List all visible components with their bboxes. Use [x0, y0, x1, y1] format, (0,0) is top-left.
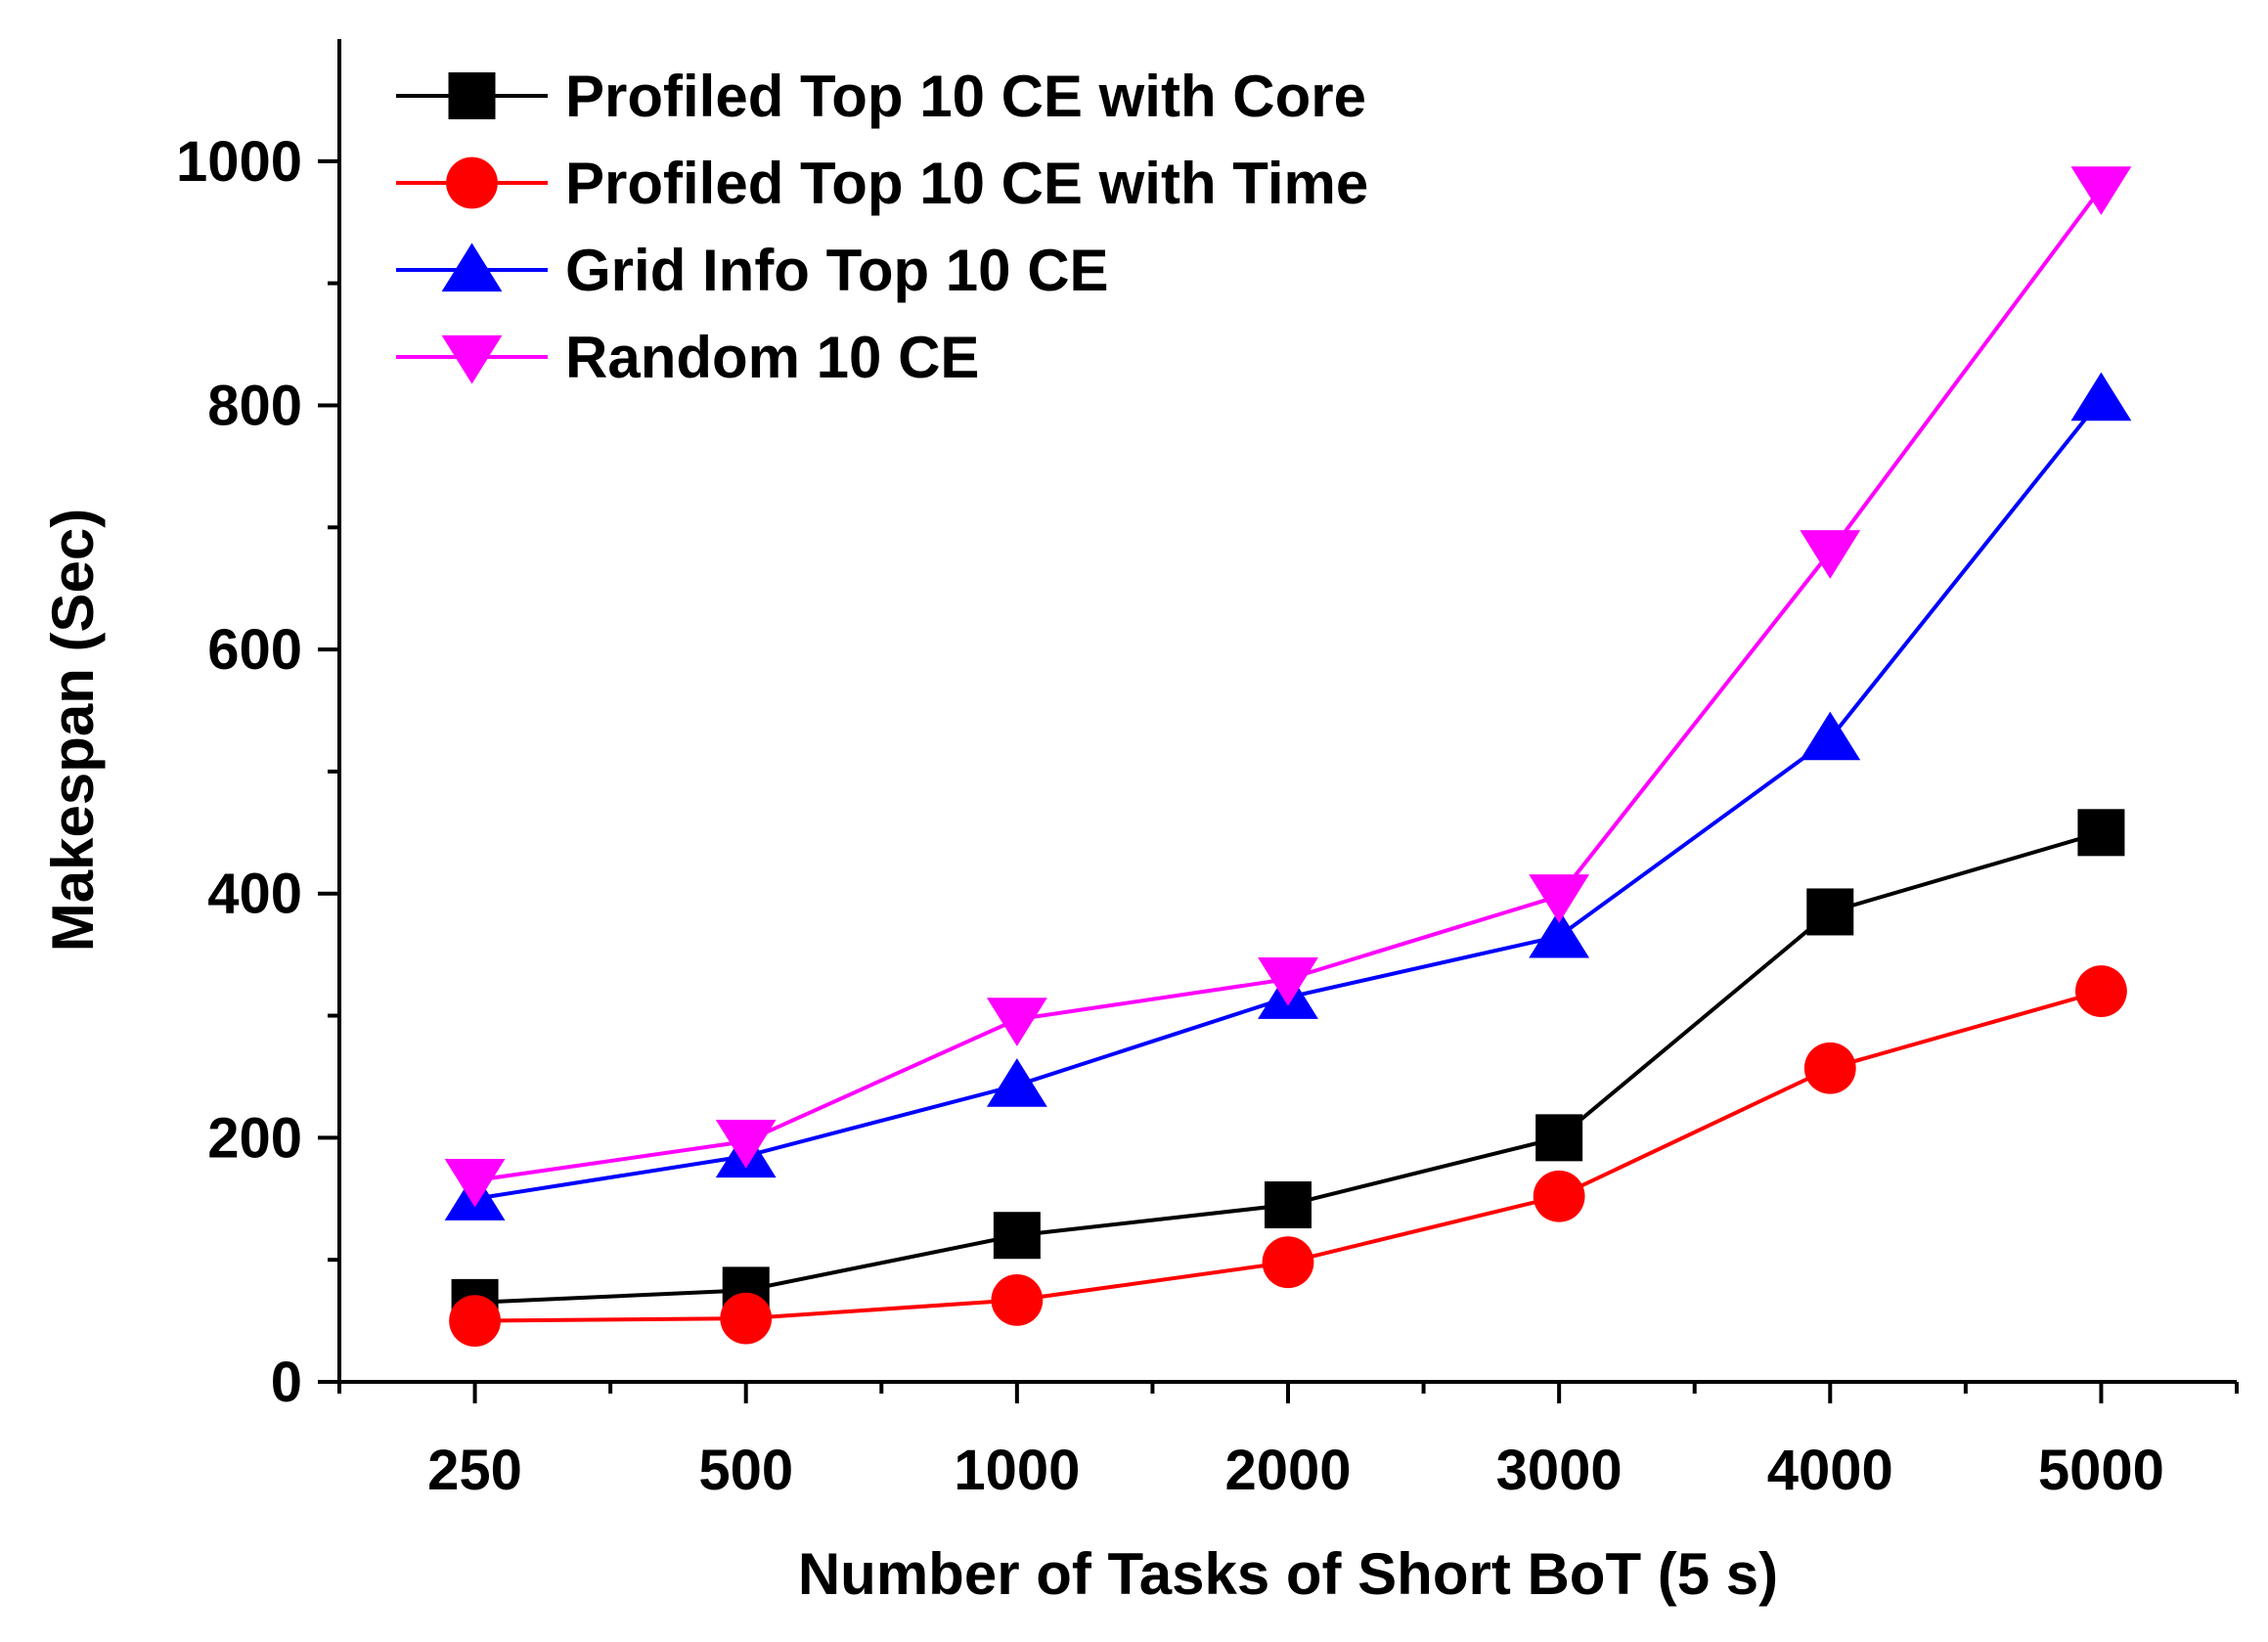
data-point-triangle-down	[1800, 530, 1861, 579]
legend-label: Profiled Top 10 CE with Time	[565, 151, 1368, 216]
series-line	[474, 830, 2102, 1305]
x-tick-label: 2000	[1224, 1439, 1351, 1502]
data-point-triangle-up	[986, 1058, 1047, 1107]
data-point-triangle-down	[715, 1120, 777, 1169]
data-point-square	[993, 1212, 1041, 1260]
data-point-circle	[446, 156, 498, 209]
data-point-triangle-down	[1258, 957, 1318, 1006]
data-point-square	[2077, 809, 2125, 857]
data-point-circle	[449, 1295, 501, 1347]
data-point-square	[1535, 1114, 1583, 1162]
y-tick-label: 1000	[176, 130, 302, 194]
data-point-triangle-down	[986, 998, 1047, 1046]
data-point-circle	[2075, 965, 2127, 1017]
legend-label: Grid Info Top 10 CE	[565, 238, 1109, 303]
y-tick-label: 800	[207, 374, 302, 437]
legend-label: Profiled Top 10 CE with Core	[565, 64, 1366, 129]
y-tick-label: 0	[271, 1351, 302, 1414]
data-point-circle	[991, 1273, 1044, 1326]
y-tick-label: 400	[207, 863, 302, 926]
data-point-triangle-down	[1529, 874, 1590, 923]
y-tick-label: 600	[207, 618, 302, 682]
x-tick-label: 250	[427, 1439, 522, 1502]
data-point-triangle-up	[1800, 711, 1861, 761]
legend-label: Random 10 CE	[565, 325, 979, 390]
data-point-circle	[1803, 1042, 1856, 1094]
data-point-triangle-down	[444, 1158, 506, 1208]
series-markers	[444, 166, 2132, 1347]
y-axis-title: Makespan (Sec)	[40, 509, 106, 953]
data-point-triangle-up	[1529, 909, 1590, 958]
data-point-circle	[1262, 1236, 1314, 1289]
data-point-square	[1806, 888, 1854, 936]
data-point-circle	[720, 1292, 773, 1345]
data-point-square	[448, 72, 496, 119]
x-tick-label: 3000	[1496, 1439, 1623, 1502]
data-point-square	[1265, 1181, 1312, 1229]
x-tick-label: 4000	[1767, 1439, 1893, 1502]
data-point-triangle-down	[441, 334, 503, 384]
data-point-triangle-up	[441, 243, 503, 292]
series-line	[474, 397, 2103, 1201]
axes: 0 200 400 600 800 1000 250 500 1000 2000 3000 4000 5…	[176, 39, 2239, 1502]
x-tick-label: 1000	[954, 1439, 1080, 1502]
x-axis-title: Number of Tasks of Short BoT (5 s)	[798, 1541, 1778, 1607]
data-point-circle	[1533, 1170, 1585, 1222]
x-tick-label: 5000	[2038, 1439, 2164, 1502]
y-tick-label: 200	[207, 1106, 302, 1170]
x-tick-label: 500	[698, 1439, 793, 1502]
data-point-triangle-down	[2070, 166, 2132, 215]
legend: Profiled Top 10 CE with Core Profiled Top…	[396, 64, 1368, 390]
data-point-triangle-up	[2070, 372, 2132, 422]
